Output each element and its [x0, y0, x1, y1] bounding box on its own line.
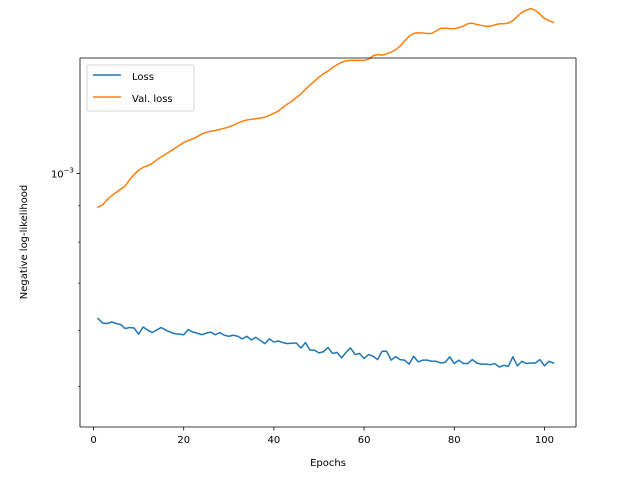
x-tick-label: 20 [177, 435, 190, 446]
x-tick-label: 40 [268, 435, 281, 446]
y-axis-label: Negative log-likelihood [19, 185, 30, 300]
x-tick-label: 60 [358, 435, 371, 446]
plot-area [80, 58, 576, 427]
axes-frame [79, 57, 577, 428]
x-tick-label: 0 [90, 435, 96, 446]
series-line-val-loss [97, 7, 555, 209]
x-tick-label: 80 [448, 435, 461, 446]
x-ticks: 0 20 40 60 80 100 [90, 427, 554, 446]
legend-label-val-loss: Val. loss [132, 94, 173, 105]
y-tick-label: 10−3 [51, 166, 74, 180]
legend: Loss Val. loss [86, 64, 195, 112]
series-line-loss [96, 317, 555, 368]
legend-box [86, 64, 195, 112]
x-axis-label: Epochs [310, 458, 346, 469]
y-ticks: 10−3 [51, 166, 80, 387]
x-tick-label: 100 [535, 435, 554, 446]
series-layer [96, 7, 555, 368]
legend-label-loss: Loss [132, 72, 154, 83]
